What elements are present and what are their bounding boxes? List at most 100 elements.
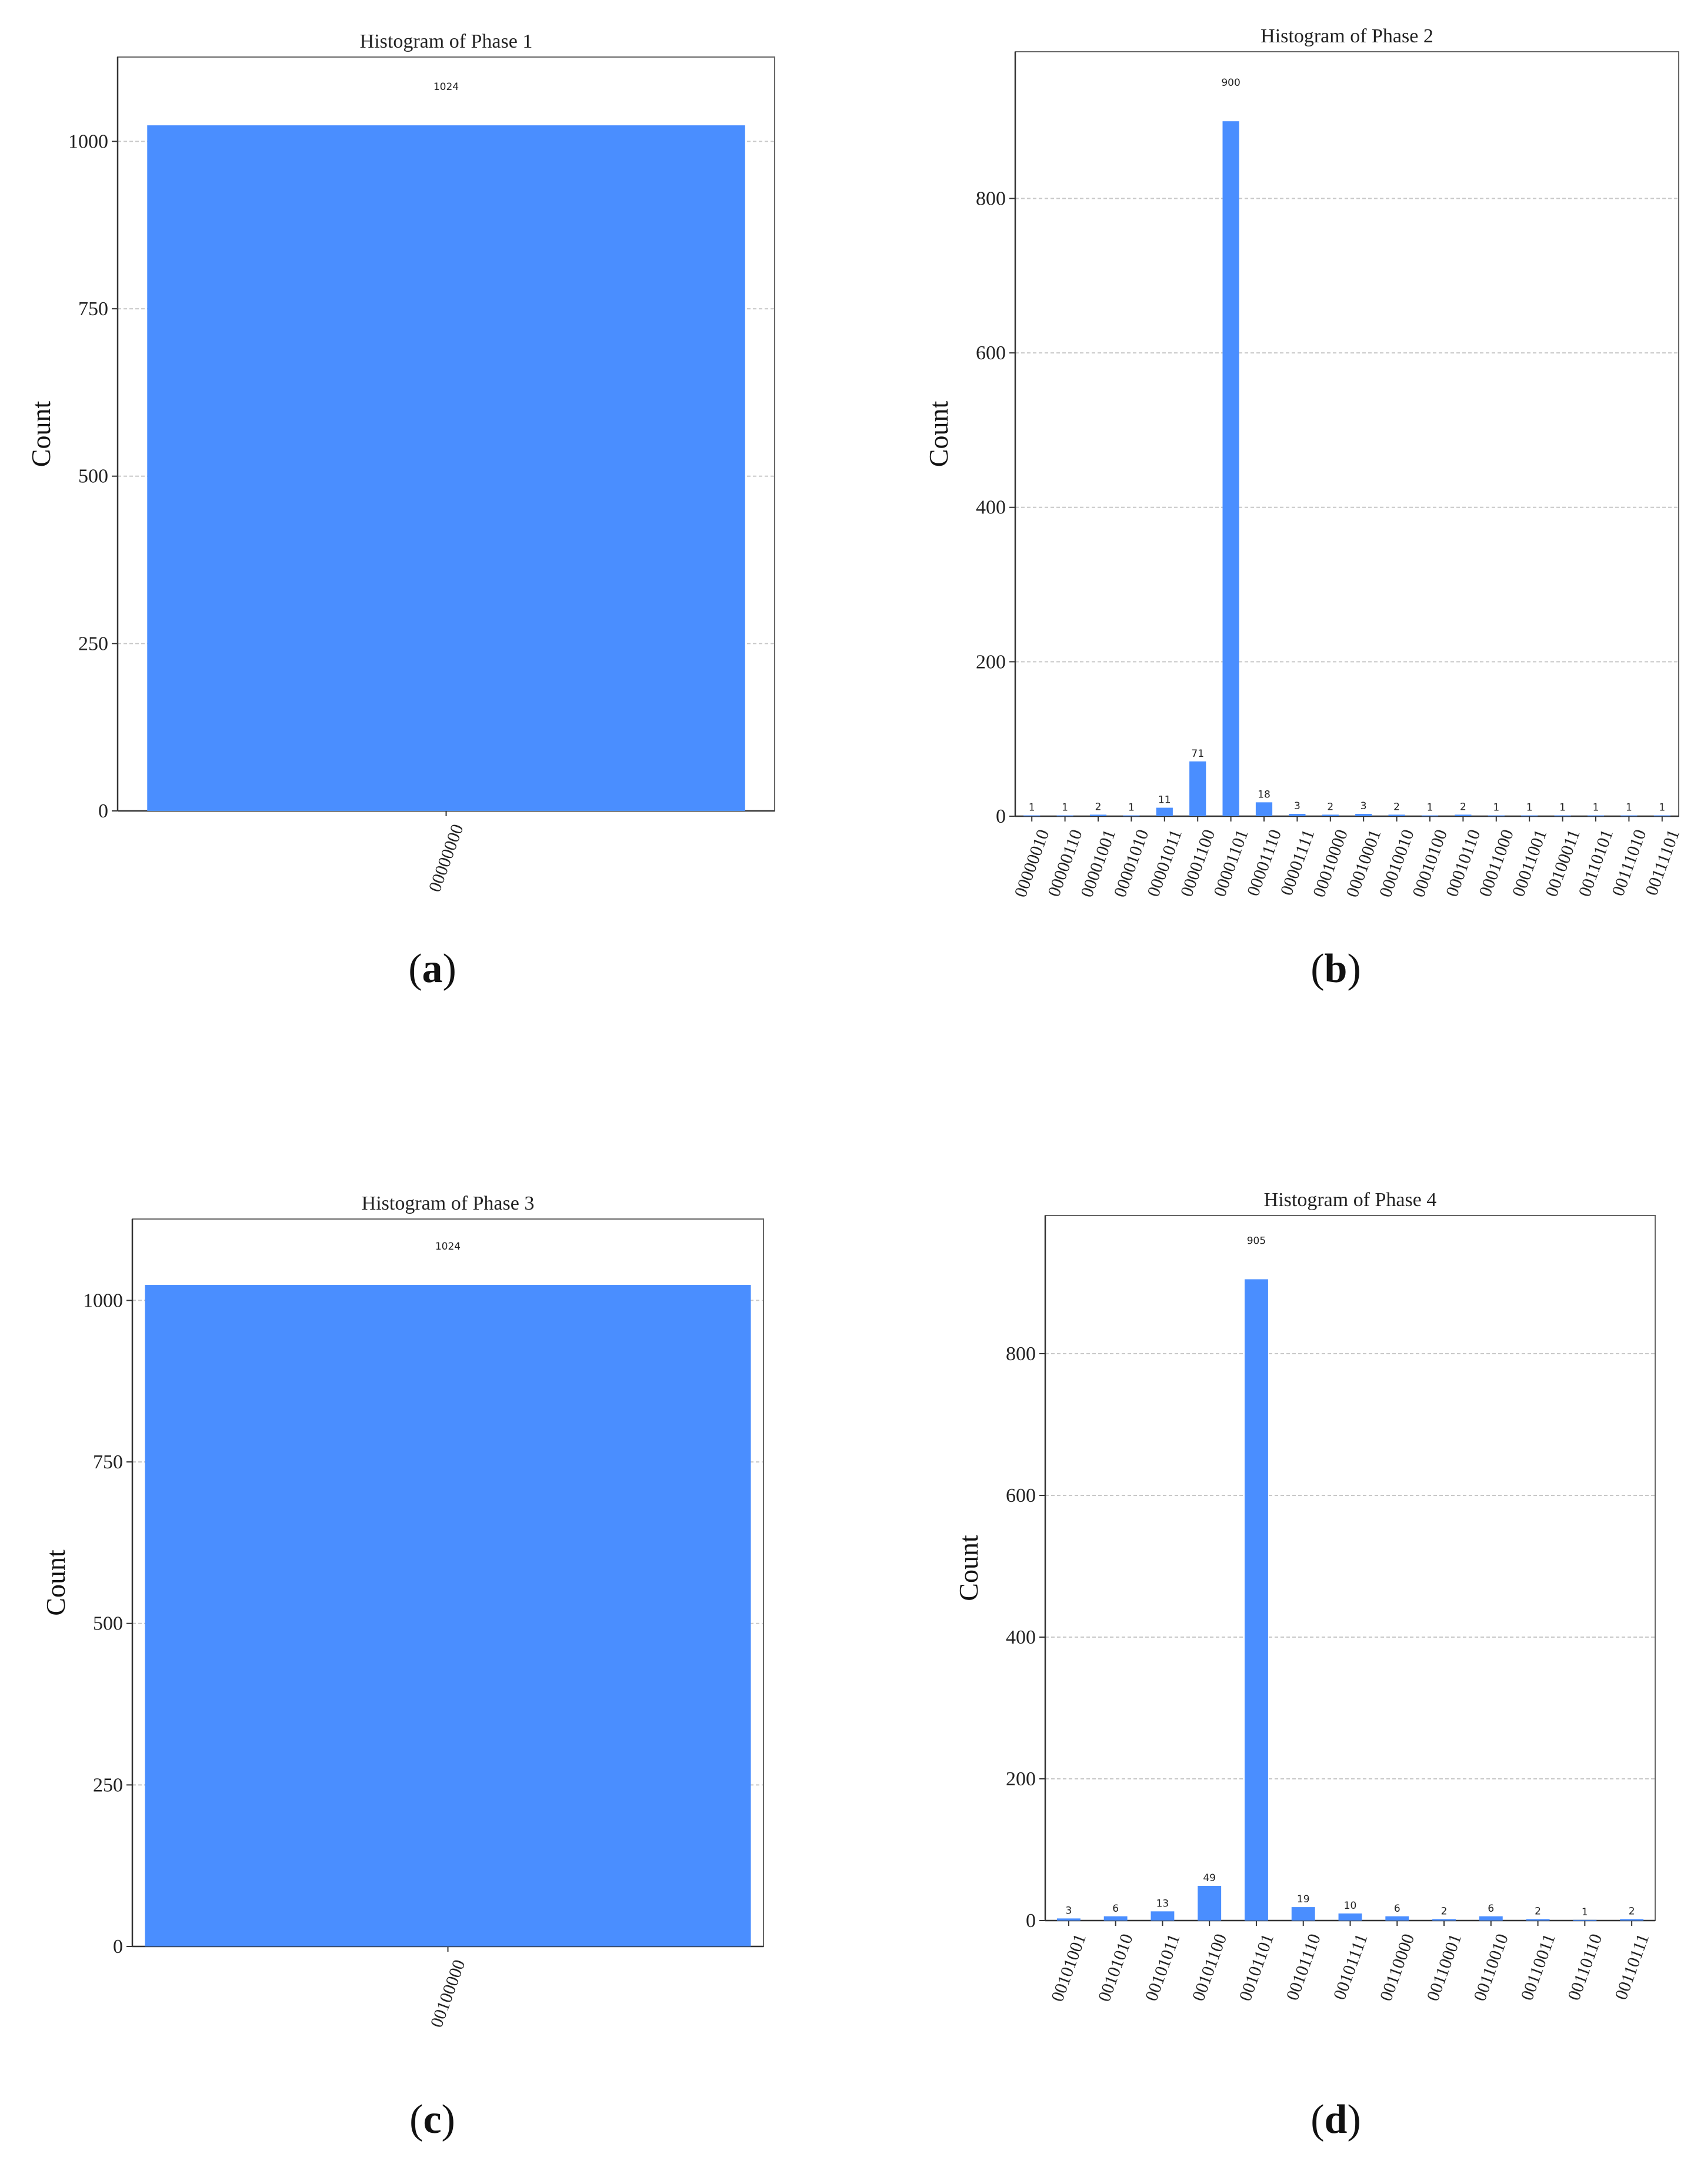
category-label: 00110001 <box>1423 1931 1465 2003</box>
data-label: 6 <box>1394 1903 1400 1915</box>
y-tick-label: 800 <box>976 188 1006 209</box>
category-label: 00101100 <box>1189 1931 1231 2003</box>
bar <box>1385 1916 1409 1921</box>
plot-frame <box>1015 51 1679 817</box>
panel-d: 0 200 400 600 800 3 00101001 6 00101010 13 0010101… <box>953 1189 1656 2142</box>
category-label: 00101001 <box>1048 1931 1090 2004</box>
data-label: 1 <box>1559 802 1566 814</box>
bar <box>1338 1913 1362 1921</box>
data-label: 1 <box>1062 802 1068 814</box>
bar <box>1322 814 1339 816</box>
y-tick-label: 600 <box>976 342 1006 364</box>
data-label: 2 <box>1327 801 1333 813</box>
category-label: 00000000 <box>425 821 468 894</box>
bar <box>1488 815 1505 817</box>
bar <box>1198 1885 1222 1921</box>
y-tick-label: 250 <box>78 633 108 654</box>
bar <box>1255 802 1273 816</box>
bar <box>1554 815 1571 817</box>
chart-title: Histogram of Phase 3 <box>362 1193 535 1214</box>
data-label: 2 <box>1095 801 1102 813</box>
data-label: 1 <box>1128 802 1135 814</box>
data-label: 2 <box>1535 1906 1541 1918</box>
bar <box>1289 814 1306 816</box>
bar <box>145 1285 751 1946</box>
data-label: 2 <box>1441 1906 1448 1918</box>
bar <box>1056 1918 1081 1921</box>
y-tick-label: 200 <box>976 651 1006 673</box>
bar <box>1156 807 1173 816</box>
panel-b: 0200400600800100000010100000110200001001… <box>923 25 1683 991</box>
bar <box>1620 1919 1644 1921</box>
panel-caption: (c) <box>409 2097 455 2142</box>
category-label: 00110111 <box>1611 1931 1653 2002</box>
bar <box>1653 815 1670 817</box>
panel-caption: (b) <box>1310 946 1361 991</box>
data-label: 71 <box>1191 748 1204 760</box>
data-label: 18 <box>1258 789 1271 800</box>
data-label: 1 <box>1626 802 1632 814</box>
data-label: 49 <box>1203 1872 1216 1884</box>
bar <box>1089 814 1107 816</box>
data-label: 2 <box>1393 801 1400 813</box>
y-tick-label: 600 <box>1006 1485 1036 1507</box>
bar <box>1291 1907 1315 1921</box>
y-tick-label: 500 <box>93 1613 123 1635</box>
data-label: 1 <box>1582 1906 1588 1918</box>
data-label: 1 <box>1029 802 1035 814</box>
y-tick-label: 750 <box>78 298 108 320</box>
data-label: 905 <box>1247 1235 1266 1247</box>
y-axis-label: Count <box>923 401 953 467</box>
y-axis-label: Count <box>26 401 56 467</box>
y-tick-label: 400 <box>976 497 1006 519</box>
panel-caption: (a) <box>408 946 456 991</box>
data-label: 6 <box>1112 1903 1119 1915</box>
data-label: 900 <box>1221 77 1240 89</box>
bar <box>1455 814 1472 816</box>
data-label: 11 <box>1158 794 1171 806</box>
data-label: 1024 <box>435 1241 461 1253</box>
data-label: 2 <box>1460 801 1466 813</box>
y-tick-label: 0 <box>996 806 1006 827</box>
panel-c: 0 250 500 750 1000 1024 00100000 Histogram of P… <box>41 1193 764 2142</box>
bar <box>1222 121 1239 816</box>
bar <box>1521 815 1538 817</box>
data-label: 3 <box>1360 800 1367 812</box>
category-label: 00101101 <box>1235 1931 1278 2003</box>
data-label: 1 <box>1593 802 1599 814</box>
data-label: 2 <box>1629 1906 1635 1918</box>
y-tick-label: 1000 <box>68 131 108 152</box>
bar <box>1432 1919 1456 1921</box>
category-label: 00101010 <box>1095 1931 1137 2004</box>
bar <box>1620 815 1638 817</box>
data-label: 10 <box>1344 1900 1357 1912</box>
category-label: 00110000 <box>1376 1931 1419 2003</box>
y-tick-label: 0 <box>98 800 108 822</box>
plot-frame <box>1045 1215 1656 1921</box>
category-label: 00101111 <box>1330 1931 1372 2002</box>
data-label: 1024 <box>433 81 459 93</box>
y-tick-label: 750 <box>93 1451 123 1473</box>
data-label: 1 <box>1427 802 1433 814</box>
bar <box>1587 815 1605 817</box>
y-tick-label: 200 <box>1006 1768 1036 1790</box>
y-tick-label: 250 <box>93 1774 123 1796</box>
bar <box>147 125 745 811</box>
bar <box>1023 815 1041 817</box>
data-label: 3 <box>1294 800 1300 812</box>
bar <box>1103 1916 1128 1921</box>
data-label: 1 <box>1659 802 1665 814</box>
y-tick-label: 0 <box>1026 1910 1036 1932</box>
category-label: 00110110 <box>1564 1931 1606 2003</box>
y-axis-label: Count <box>953 1535 983 1601</box>
chart-title: Histogram of Phase 1 <box>360 31 533 52</box>
data-label: 3 <box>1065 1905 1072 1916</box>
bar <box>1245 1279 1268 1921</box>
category-label: 00101011 <box>1142 1931 1184 2003</box>
bar <box>1479 1916 1503 1921</box>
category-label: 00110010 <box>1470 1931 1512 2003</box>
bar <box>1151 1911 1175 1921</box>
bar <box>1123 815 1140 817</box>
data-label: 13 <box>1156 1898 1169 1909</box>
category-label: 00110011 <box>1517 1931 1559 2003</box>
